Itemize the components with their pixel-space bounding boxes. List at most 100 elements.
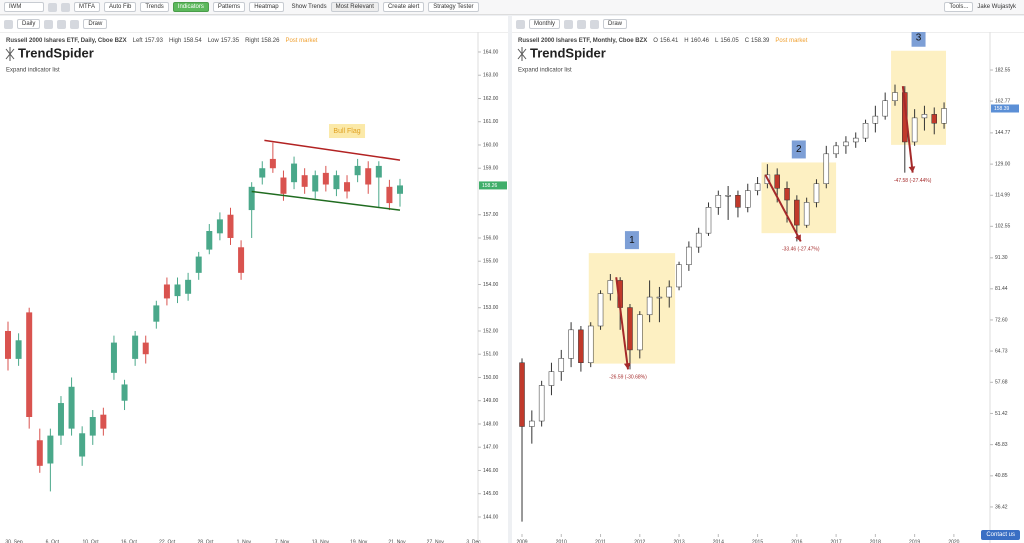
interval-dropdown[interactable]: Daily [17, 19, 41, 29]
y-tick-label: 45.83 [995, 442, 1008, 448]
candle-body [911, 117, 918, 143]
contact-button[interactable]: Contact us [981, 530, 1020, 540]
icon[interactable] [590, 19, 600, 29]
y-tick-label: 161.00 [483, 119, 499, 125]
candle-body [36, 440, 43, 466]
icon[interactable] [44, 19, 54, 29]
candle-body [15, 340, 22, 359]
button[interactable]: Indicators [172, 2, 209, 12]
box-label: 3 [916, 32, 922, 43]
y-tick-label: 155.00 [483, 259, 499, 265]
candle-body [519, 362, 525, 427]
candle-body [813, 183, 820, 203]
icon[interactable] [564, 19, 574, 29]
quote-label: Low [208, 38, 220, 44]
x-tick-label: 1. Nov [237, 539, 252, 543]
x-tick-label: 2020 [948, 539, 959, 543]
button[interactable]: Tools... [944, 2, 974, 12]
icon[interactable] [516, 19, 525, 29]
candle-body [882, 100, 888, 117]
button[interactable]: MTFA [74, 2, 100, 12]
candle-body [931, 114, 937, 124]
candle-body [715, 195, 722, 208]
icon[interactable] [48, 2, 57, 12]
candle-body [195, 256, 202, 273]
session: Post market [285, 38, 317, 44]
y-tick-label: 91.30 [995, 255, 1008, 261]
box-label-bg [911, 32, 926, 47]
y-tick-label: 146.00 [483, 468, 499, 474]
candle-body [121, 384, 128, 401]
candle-body [57, 403, 64, 436]
y-tick-label: 144.00 [483, 514, 499, 520]
x-tick-label: 21. Nov [388, 539, 406, 543]
quote-label: O [653, 38, 658, 44]
button[interactable]: Create alert [382, 2, 425, 12]
chart-pane: Monthly Draw Russell 2000 Ishares ETF, M… [512, 16, 1024, 543]
candle-body [344, 182, 351, 192]
candle-body [548, 371, 555, 386]
icon[interactable] [4, 19, 13, 29]
dropdown[interactable]: Most Relevant [330, 2, 379, 12]
y-tick-label: 129.00 [995, 161, 1011, 167]
candle-body [538, 385, 545, 422]
y-tick-label: 182.55 [995, 67, 1011, 73]
button[interactable]: Heatmap [249, 2, 284, 12]
icon[interactable] [57, 19, 67, 29]
y-tick-label: 72.60 [995, 317, 1008, 323]
y-tick-label: 57.68 [995, 380, 1008, 386]
x-tick-label: 2014 [713, 539, 724, 543]
trendline [251, 190, 401, 211]
button[interactable]: Trends [140, 2, 169, 12]
chart: Russell 2000 Ishares ETF, Monthly, Cboe … [516, 32, 1019, 543]
interval-dropdown[interactable]: Monthly [529, 19, 561, 29]
user-name[interactable]: Jake Wujastyk [977, 4, 1016, 10]
candle-body [597, 293, 604, 327]
chart-title: Russell 2000 Ishares ETF, Monthly, Cboe … [518, 38, 647, 44]
symbol-input[interactable]: IWM [4, 2, 44, 12]
session: Post market [775, 38, 807, 44]
chart-pane: Daily Draw Russell 2000 Ishares ETF, Dai… [0, 16, 508, 543]
candle-body [142, 342, 149, 355]
candle-body [227, 214, 234, 238]
draw-button[interactable]: Draw [83, 19, 108, 29]
price-tag [479, 181, 507, 190]
candle-body [529, 420, 535, 427]
y-tick-label: 160.00 [483, 142, 499, 148]
candle-body [301, 175, 308, 187]
candle-body [68, 386, 75, 429]
icon[interactable] [577, 19, 587, 29]
candle-body [607, 280, 614, 294]
button[interactable]: Auto Fib [104, 2, 137, 12]
candle-body [745, 190, 751, 208]
logo: TrendSpider [530, 45, 606, 60]
candle-body [578, 329, 584, 363]
price-tag-label: 158.39 [994, 106, 1010, 112]
y-tick-label: 159.00 [483, 166, 499, 172]
icon[interactable] [70, 19, 80, 29]
candle-body [110, 342, 117, 373]
chart-title: Russell 2000 Ishares ETF, Daily, Cboe BZ… [6, 38, 127, 44]
annotation: Bull Flag [333, 128, 360, 135]
candle-body [686, 246, 692, 265]
candle-body [375, 165, 382, 178]
icon[interactable] [61, 2, 70, 12]
indicator-toggle: Expand indicator list [6, 68, 60, 74]
button[interactable]: Patterns [212, 2, 246, 12]
y-tick-label: 144.77 [995, 130, 1011, 136]
x-tick-label: 30. Sep [5, 539, 22, 543]
candle-body [365, 168, 372, 185]
arrow-head [794, 234, 801, 242]
candle-body [695, 232, 702, 248]
draw-button[interactable]: Draw [603, 19, 628, 29]
arrow-head [908, 166, 916, 173]
x-tick-label: 16. Oct [121, 539, 138, 543]
price-tag [991, 104, 1019, 113]
button[interactable]: Strategy Tester [428, 2, 479, 12]
top-toolbar: IWM MTFA Auto Fib Trends Indicators Patt… [0, 0, 1024, 15]
y-tick-label: 147.00 [483, 445, 499, 451]
drawdown-label: -47.58 (-27.44%) [894, 178, 932, 184]
candle-body [5, 330, 11, 359]
x-tick-label: 6. Oct [46, 539, 60, 543]
